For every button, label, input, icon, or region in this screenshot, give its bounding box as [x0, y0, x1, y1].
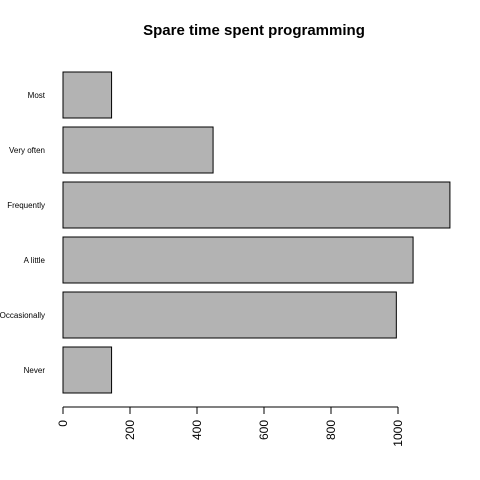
category-label-most: Most — [28, 91, 46, 100]
category-labels: Never Occasionally A little Frequently Very … — [0, 91, 46, 375]
x-tick-label: 800 — [324, 420, 338, 440]
bars-group — [62, 71, 451, 394]
category-label-frequently: Frequently — [7, 201, 45, 210]
x-tick-label: 1000 — [391, 420, 405, 447]
category-label-very-often: Very often — [9, 146, 45, 155]
x-tick-label: 200 — [123, 420, 137, 440]
x-axis: 0 200 400 600 800 1000 — [56, 406, 405, 447]
x-tick-label: 400 — [190, 420, 204, 440]
category-label-never: Never — [24, 366, 46, 375]
bar-a-little — [62, 236, 414, 284]
bar-never — [62, 346, 113, 394]
category-label-occasionally: Occasionally — [0, 311, 45, 320]
bar-frequently — [62, 181, 451, 229]
bar-very-often — [62, 126, 214, 174]
x-tick-label: 0 — [56, 420, 70, 427]
category-label-a-little: A little — [24, 256, 46, 265]
bar-occasionally — [62, 291, 397, 339]
bar-most — [62, 71, 113, 119]
chart-title: Spare time spent programming — [143, 22, 365, 39]
x-tick-label: 600 — [257, 420, 271, 440]
